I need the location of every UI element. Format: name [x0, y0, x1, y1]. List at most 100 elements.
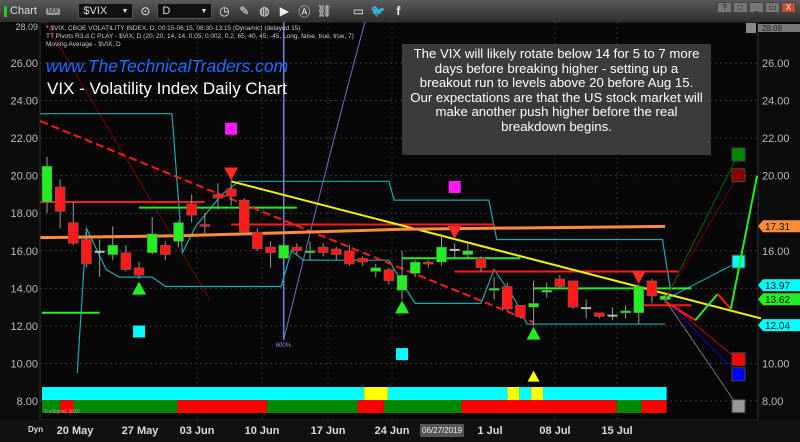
signal-triangle — [527, 370, 540, 382]
minimize-button[interactable]: _ — [749, 2, 764, 13]
state-bar-top-segment — [42, 387, 365, 400]
date-tick-label: 1 Jul — [477, 425, 503, 437]
play-icon[interactable]: ▶ — [279, 4, 290, 18]
chevron-down-icon[interactable]: ▼ — [121, 7, 129, 15]
candle-body — [475, 258, 487, 268]
candle-body — [409, 261, 421, 274]
interval-select[interactable]: D ▼ — [157, 3, 213, 19]
candle-body — [225, 188, 237, 197]
candle — [239, 198, 250, 234]
candle-body — [68, 222, 79, 244]
maximize-button[interactable]: ▭ — [765, 2, 780, 13]
annotation-note: The VIX will likely rotate below 14 for … — [402, 44, 711, 155]
time-axis[interactable]: Dyn 06/27/2019 20 May 27 May 03 Jun 10 Jun 1… — [0, 420, 800, 442]
candle-body — [502, 286, 513, 310]
state-bar-top-segment — [543, 387, 667, 400]
projection-path-segment — [694, 293, 719, 321]
chart-style-icon[interactable]: ◍ — [259, 4, 270, 18]
study-legend-pivots[interactable]: TT Pivots R3.d.C PLAY - $VIX, D (20, 20,… — [46, 33, 354, 40]
study-legend-ma[interactable]: Moving Average - $VIX, D — [46, 41, 121, 48]
candle — [54, 179, 66, 229]
symbol-value: $VIX — [83, 5, 108, 17]
candle — [304, 241, 316, 261]
candle-body — [317, 246, 329, 253]
state-bar-bottom-segment — [60, 400, 74, 413]
candle — [409, 260, 421, 278]
facebook-icon[interactable]: f — [396, 4, 401, 18]
state-bar-bottom-segment — [641, 400, 667, 413]
date-tick-label: 10 Jun — [244, 425, 280, 437]
candle-body — [304, 250, 316, 254]
state-bar-bottom-segment — [42, 400, 61, 413]
y-tick-label-right: 26.00 — [762, 58, 790, 70]
candle-body — [81, 239, 92, 265]
twitter-icon[interactable]: 🐦 — [370, 4, 386, 18]
signal-square — [396, 348, 409, 361]
candle-body — [423, 261, 434, 265]
candle-body — [107, 244, 118, 255]
candle-body — [541, 289, 552, 293]
price-tag — [758, 220, 800, 233]
expand-icon — [746, 23, 756, 33]
dyn-label[interactable]: Dyn — [28, 425, 44, 434]
candle-body — [607, 314, 618, 317]
state-bar-top-segment — [387, 387, 508, 400]
symbol-input[interactable]: $VIX ▼ — [78, 3, 134, 19]
close-button[interactable]: X — [781, 2, 796, 13]
y-tick-label-left: 8.00 — [17, 396, 38, 408]
state-bar-bottom-segment — [616, 400, 642, 413]
y-tick-label-left: 16.00 — [10, 246, 38, 258]
y-tick-label-right: 8.00 — [762, 396, 783, 408]
y-tick-label-right: 16.00 — [762, 246, 790, 258]
y-tick-label-right: 20.00 — [762, 171, 790, 183]
trend-line — [40, 120, 534, 324]
vertical-marker-label: 600% — [276, 343, 292, 349]
candle-body — [133, 267, 145, 276]
link-chain-icon[interactable]: ⛓ — [316, 4, 333, 18]
projection-target-square — [731, 168, 746, 183]
candle-body — [120, 252, 132, 270]
candle-body — [252, 231, 263, 250]
y-tick-label-left: 10.00 — [10, 358, 38, 370]
candle-body — [620, 310, 631, 314]
restore-button[interactable]: □ — [733, 2, 748, 13]
state-bar-top-segment — [364, 387, 388, 400]
study-legend-price[interactable]: * $VIX, CBOE VOLATILITY INDEX, D, 00:15-… — [46, 25, 301, 32]
pencil-icon[interactable]: ✎ — [239, 4, 250, 18]
state-bar-top-segment — [519, 387, 532, 400]
help-button[interactable]: ? — [717, 2, 732, 13]
state-bar-bottom-segment — [177, 400, 267, 413]
date-tick-label: 24 Jun — [374, 425, 410, 437]
price-tag-label: 17.31 — [765, 222, 790, 233]
projection-path-segment — [729, 175, 759, 310]
pivot-high-triangle — [631, 270, 646, 284]
pivot-high-triangle — [224, 167, 239, 181]
projection-target-square — [731, 147, 746, 162]
chart-toolbar: Chart MX $VIX ▼ ⊙ D ▼ ◷ ✎ ◍ ▶ Ⓐ ⛓ ▭ 🐦 f ? □… — [0, 0, 800, 22]
alert-icon[interactable]: Ⓐ — [298, 4, 311, 19]
projection-path-segment — [716, 293, 732, 310]
candle-body — [212, 194, 224, 199]
candle-body — [646, 280, 658, 297]
website-watermark: www.TheTechnicalTraders.com — [46, 56, 289, 76]
chat-icon[interactable]: ▭ — [352, 4, 365, 18]
link-indicator-icon — [4, 5, 7, 17]
projection-target-square — [731, 352, 746, 367]
candle — [475, 256, 487, 272]
chevron-down-icon[interactable]: ▼ — [200, 7, 208, 15]
state-bar-bottom-segment — [461, 400, 617, 413]
candle-body — [54, 186, 66, 212]
mx-badge[interactable]: MX — [45, 7, 61, 15]
state-bar-bottom-segment — [266, 400, 358, 413]
state-bar-bottom-segment — [357, 400, 384, 413]
pivot-low-triangle — [526, 326, 541, 340]
date-tick-label: 15 Jul — [601, 425, 633, 437]
candle — [173, 220, 184, 248]
signal-square — [133, 325, 146, 338]
symbol-search-icon[interactable]: ⊙ — [140, 4, 151, 18]
candle — [146, 216, 158, 255]
candle — [81, 232, 92, 268]
candle — [278, 243, 289, 264]
clock-icon[interactable]: ◷ — [219, 4, 230, 18]
pivot-low-triangle — [395, 300, 410, 314]
